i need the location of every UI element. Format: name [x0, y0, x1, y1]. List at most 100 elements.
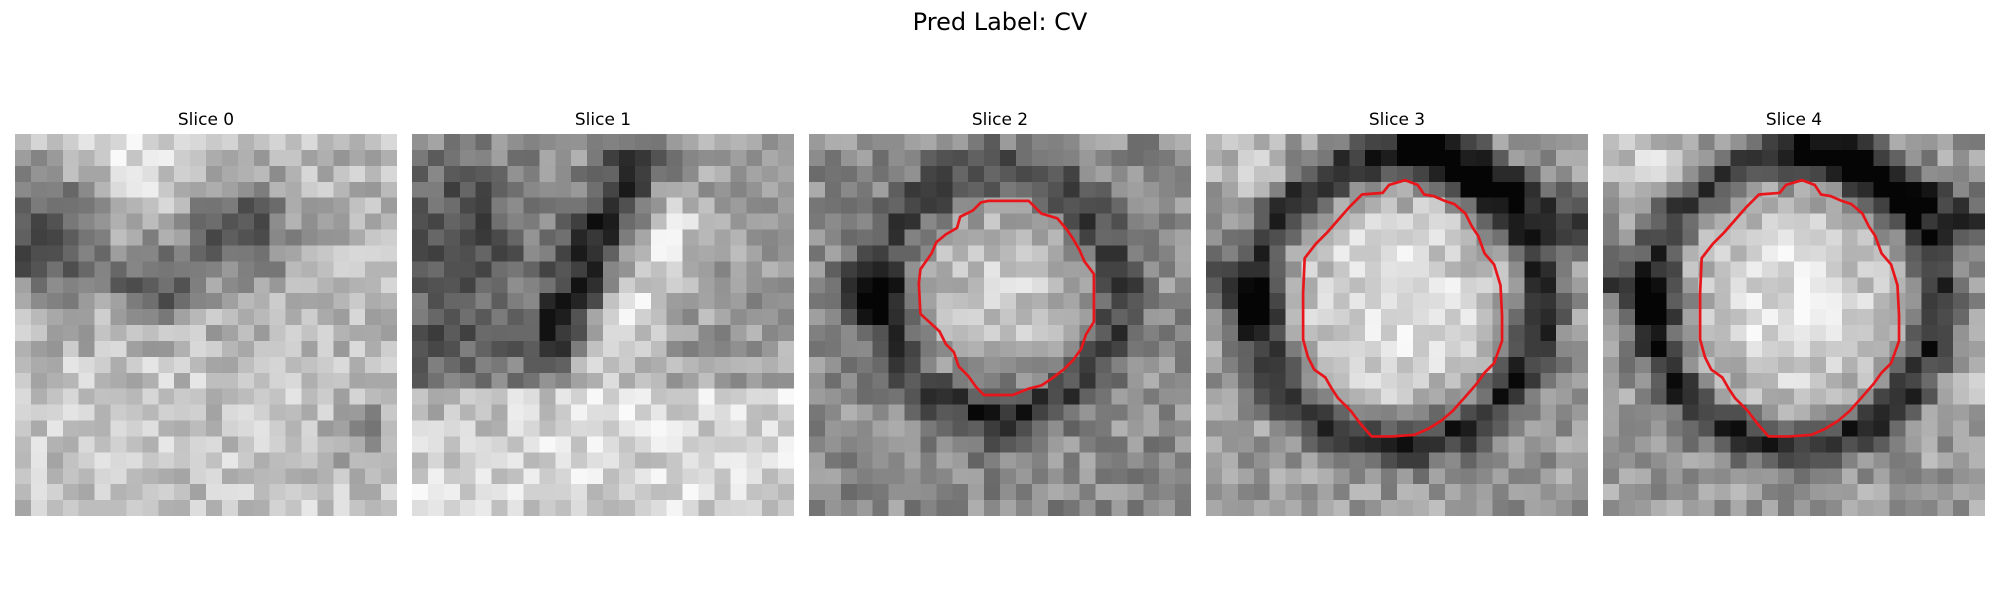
- slice-pixel: [1556, 436, 1573, 453]
- slice-pixel: [1618, 436, 1636, 453]
- slice-pixel: [443, 500, 461, 516]
- slice-pixel: [1015, 277, 1033, 294]
- slice-pixel: [285, 165, 302, 183]
- slice-pixel: [730, 293, 747, 310]
- slice-pixel: [1000, 165, 1017, 183]
- slice-pixel: [1349, 484, 1366, 501]
- slice-pixel: [1175, 404, 1191, 421]
- slice-pixel: [984, 229, 1001, 246]
- slice-pixel: [1841, 245, 1858, 262]
- slice-pixel: [1905, 372, 1922, 389]
- slice-pixel: [1397, 484, 1414, 501]
- slice-pixel: [571, 484, 588, 501]
- slice-pixel: [1237, 261, 1255, 278]
- slice-pixel: [459, 452, 476, 469]
- slice-pixel: [1809, 277, 1827, 294]
- slice-pixel: [539, 500, 556, 516]
- slice-pixel: [206, 309, 223, 326]
- slice-pixel: [1253, 134, 1270, 151]
- slice-pixel: [1714, 356, 1731, 374]
- slice-pixel: [1778, 229, 1795, 246]
- slice-pixel: [1841, 309, 1858, 326]
- slice-pixel: [1428, 388, 1446, 405]
- slice-pixel: [587, 149, 604, 167]
- slice-pixel: [984, 468, 1001, 485]
- slice-pixel: [1905, 452, 1922, 469]
- slice-pixel: [412, 372, 429, 389]
- slice-pixel: [809, 436, 826, 453]
- slice-pixel: [888, 309, 905, 326]
- slice-pixel: [1221, 197, 1239, 214]
- slice-pixel: [539, 165, 556, 183]
- slice-pixel: [1159, 197, 1176, 214]
- slice-pixel: [1634, 245, 1652, 262]
- slice-pixel: [381, 293, 397, 310]
- slice-pixel: [1714, 134, 1731, 151]
- slice-pixel: [427, 388, 445, 405]
- slice-pixel: [856, 213, 873, 230]
- slice-pixel: [1841, 356, 1858, 374]
- slice-pixel: [1111, 213, 1128, 230]
- slice-pixel: [1079, 500, 1096, 516]
- slice-pixel: [730, 229, 747, 246]
- slice-pixel: [936, 372, 953, 389]
- slice-pixel: [1794, 149, 1811, 167]
- slice-pixel: [237, 404, 255, 421]
- slice-pixel: [1397, 500, 1414, 516]
- slice-pixel: [1508, 181, 1525, 198]
- slice-pixel: [634, 420, 652, 437]
- slice-pixel: [1524, 245, 1541, 262]
- slice-pixel: [1063, 261, 1080, 278]
- slice-pixel: [1175, 134, 1191, 151]
- slice-pixel: [1412, 213, 1430, 230]
- slice-pixel: [301, 420, 318, 437]
- slice-pixel: [1221, 372, 1239, 389]
- slice-pixel: [30, 388, 48, 405]
- slice-pixel: [381, 261, 397, 278]
- slice-pixel: [920, 181, 937, 198]
- slice-pixel: [1556, 372, 1573, 389]
- slice-pixel: [1460, 500, 1477, 516]
- slice-pixel: [888, 404, 905, 421]
- slice-pixel: [856, 436, 873, 453]
- slice-pixel: [714, 468, 731, 485]
- slice-pixel: [1905, 468, 1922, 485]
- slice-pixel: [1365, 404, 1382, 421]
- slice-pixel: [1618, 293, 1636, 310]
- slice-pixel: [1666, 500, 1683, 516]
- slice-pixel: [1921, 261, 1938, 278]
- slice-pixel: [1492, 500, 1509, 516]
- slice-pixel: [1365, 468, 1382, 485]
- slice-pixel: [1301, 293, 1318, 310]
- slice-pixel: [762, 340, 779, 358]
- slice-pixel: [920, 484, 937, 501]
- slice-pixel: [1778, 468, 1795, 485]
- slice-pixel: [1381, 181, 1398, 198]
- slice-pixel: [1349, 452, 1366, 469]
- slice-pixel: [1143, 388, 1160, 405]
- slice-pixel: [1650, 261, 1667, 278]
- slice-pixel: [1015, 165, 1033, 183]
- slice-pixel: [1381, 484, 1398, 501]
- slice-pixel: [809, 468, 826, 485]
- slice-pixel: [618, 181, 636, 198]
- slice-pixel: [365, 340, 382, 358]
- slice-pixel: [1666, 388, 1683, 405]
- slice-pixel: [872, 484, 889, 501]
- slice-pixel: [1698, 277, 1715, 294]
- slice-pixel: [555, 388, 572, 405]
- slice-pixel: [778, 340, 794, 358]
- slice-pixel: [714, 181, 731, 198]
- slice-pixel: [1857, 484, 1874, 501]
- slice-pixel: [539, 261, 556, 278]
- slice-pixel: [1857, 388, 1874, 405]
- slice-pixel: [333, 452, 350, 469]
- slice-pixel: [333, 245, 350, 262]
- slice-pixel: [539, 452, 556, 469]
- slice-pixel: [1047, 404, 1064, 421]
- slice-pixel: [1492, 245, 1509, 262]
- slice-pixel: [491, 436, 508, 453]
- slice-pixel: [856, 484, 873, 501]
- slice-pixel: [1937, 500, 1954, 516]
- slice-pixel: [936, 309, 953, 326]
